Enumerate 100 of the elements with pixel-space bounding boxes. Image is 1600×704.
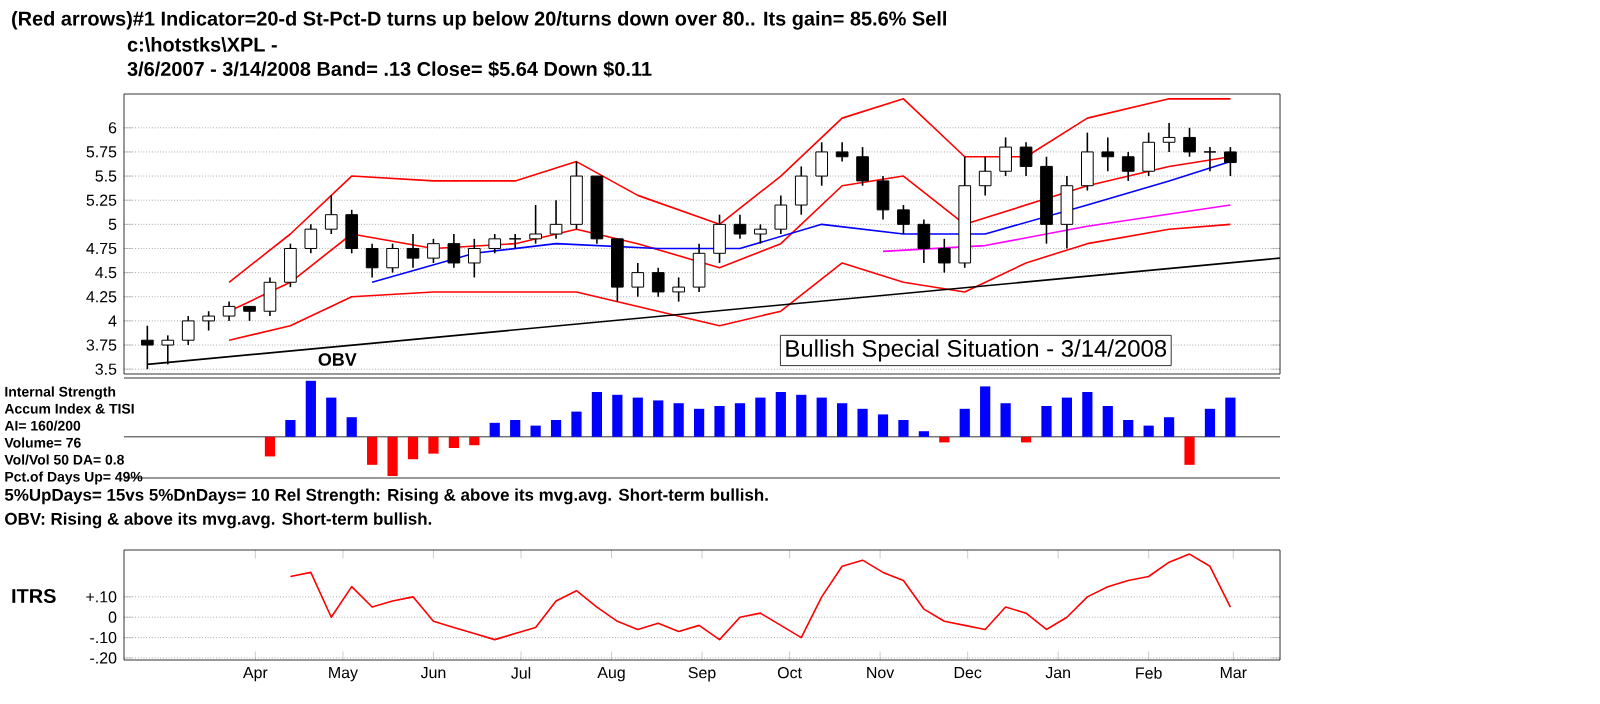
candlestick: [754, 223, 767, 245]
bar: [1204, 408, 1216, 437]
candlestick: [202, 310, 215, 332]
candlestick: [488, 233, 502, 255]
bar: [693, 408, 705, 437]
text: 3/6/2007 - 3/14/2008 Band= .13 Close= $5.64 Down $0.11: [127, 61, 652, 78]
bar: [673, 403, 684, 437]
bar: [530, 425, 541, 437]
bar: [326, 397, 337, 437]
candlestick: [692, 242, 706, 293]
candlestick: [345, 209, 359, 255]
candlestick: [815, 141, 829, 187]
candlestick: [549, 199, 563, 240]
candlestick: [386, 242, 399, 274]
candlestick: [937, 238, 951, 274]
bar: [264, 436, 276, 457]
candlestick: [999, 136, 1012, 177]
bar: [959, 408, 970, 437]
candlestick: [733, 213, 747, 240]
candlestick: [1060, 175, 1074, 250]
candlestick: [181, 315, 195, 346]
bar: [1225, 397, 1236, 437]
bar: [407, 436, 419, 460]
candlestick: [467, 238, 481, 279]
bar: [1082, 392, 1093, 437]
candlestick: [447, 233, 461, 269]
bar: [428, 436, 439, 454]
candlestick: [978, 155, 992, 197]
candlestick: [304, 223, 318, 255]
bar: [346, 417, 357, 437]
candlestick: [856, 146, 869, 187]
candlestick: [835, 141, 849, 163]
bar: [612, 394, 623, 437]
bar: [469, 436, 480, 446]
candlestick: [794, 165, 808, 216]
bar: [1102, 406, 1113, 437]
bar: [775, 392, 786, 437]
bar: [448, 436, 459, 449]
candlestick: [1224, 146, 1237, 177]
candlestick: [1183, 126, 1196, 158]
candlestick: [897, 204, 910, 235]
bar: [550, 420, 562, 437]
candlestick: [876, 175, 890, 221]
bar: [734, 403, 746, 437]
candlestick: [529, 204, 542, 245]
candlestick: [672, 276, 685, 303]
bar: [591, 392, 603, 437]
bar: [755, 397, 766, 437]
candlestick: [427, 238, 440, 264]
line-series: [289, 553, 1232, 641]
chart-subtitle: c:\hotstks\XPL -: [127, 37, 277, 52]
candlestick: [1142, 131, 1155, 177]
candlestick: [1162, 122, 1176, 153]
candlestick: [1121, 151, 1135, 182]
annotation: OBV: [318, 353, 357, 366]
bar: [387, 436, 398, 477]
annotation: Bullish Special Situation - 3/14/2008: [786, 339, 1167, 362]
candlestick: [1081, 131, 1094, 192]
candlestick: [406, 233, 420, 269]
candlestick: [713, 213, 726, 264]
bar: [305, 380, 316, 437]
candlestick: [222, 300, 236, 322]
candlestick: [1019, 141, 1033, 177]
bar: [367, 436, 378, 465]
bar: [837, 403, 848, 437]
chart-title: (Red arrows)#1 Indicator=20-d St-Pct-D turns up below 20/turns down over 80.. Its gain= 85.6% Sell: [12, 11, 946, 30]
text: OBV: Rising & above its mvg.avg. Short-term bullish.: [5, 512, 432, 529]
bar: [653, 400, 664, 437]
bar: [489, 422, 500, 437]
bar: [857, 408, 868, 437]
candlestick: [774, 194, 788, 235]
bar: [898, 420, 909, 437]
bar: [1143, 425, 1154, 437]
line-series: [882, 204, 1232, 253]
bar: [980, 386, 991, 437]
line-series: [228, 98, 1232, 284]
bar: [877, 414, 889, 437]
candlestick: [284, 242, 297, 288]
bar: [571, 411, 582, 437]
y-axis-title: ITRS: [12, 588, 56, 604]
candlestick: [917, 218, 931, 264]
candlestick: [263, 276, 277, 317]
candlestick: [365, 242, 379, 279]
bar: [816, 397, 827, 437]
bar: [1000, 403, 1011, 437]
bar: [1061, 397, 1073, 437]
bar: [1184, 436, 1195, 465]
candlestick: [631, 262, 645, 298]
candlestick: [651, 266, 665, 298]
bar: [1123, 420, 1134, 437]
candlestick: [324, 194, 338, 235]
bar: [1041, 406, 1052, 437]
bar: [285, 420, 296, 437]
bar: [632, 397, 643, 437]
bar: [1163, 417, 1175, 437]
candlestick: [508, 233, 522, 250]
bar: [918, 431, 929, 437]
candlestick: [1101, 136, 1115, 173]
candlestick: [1203, 146, 1217, 173]
text: 5%UpDays= 15vs 5%DnDays= 10 Rel Strength: Rising & above its mvg.avg. Short-term bullish.: [4, 488, 768, 505]
